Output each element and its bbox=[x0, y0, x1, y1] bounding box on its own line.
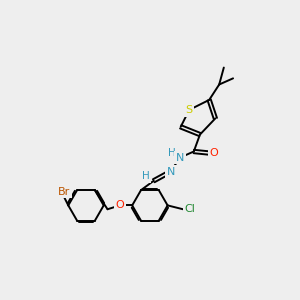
Text: H: H bbox=[142, 171, 150, 181]
Text: O: O bbox=[209, 148, 218, 158]
Text: S: S bbox=[186, 105, 193, 115]
Text: H: H bbox=[168, 148, 176, 158]
Text: N: N bbox=[167, 167, 175, 176]
Text: N: N bbox=[176, 153, 184, 163]
Text: O: O bbox=[116, 200, 124, 210]
Text: Cl: Cl bbox=[184, 204, 195, 214]
Text: Br: Br bbox=[58, 187, 70, 196]
